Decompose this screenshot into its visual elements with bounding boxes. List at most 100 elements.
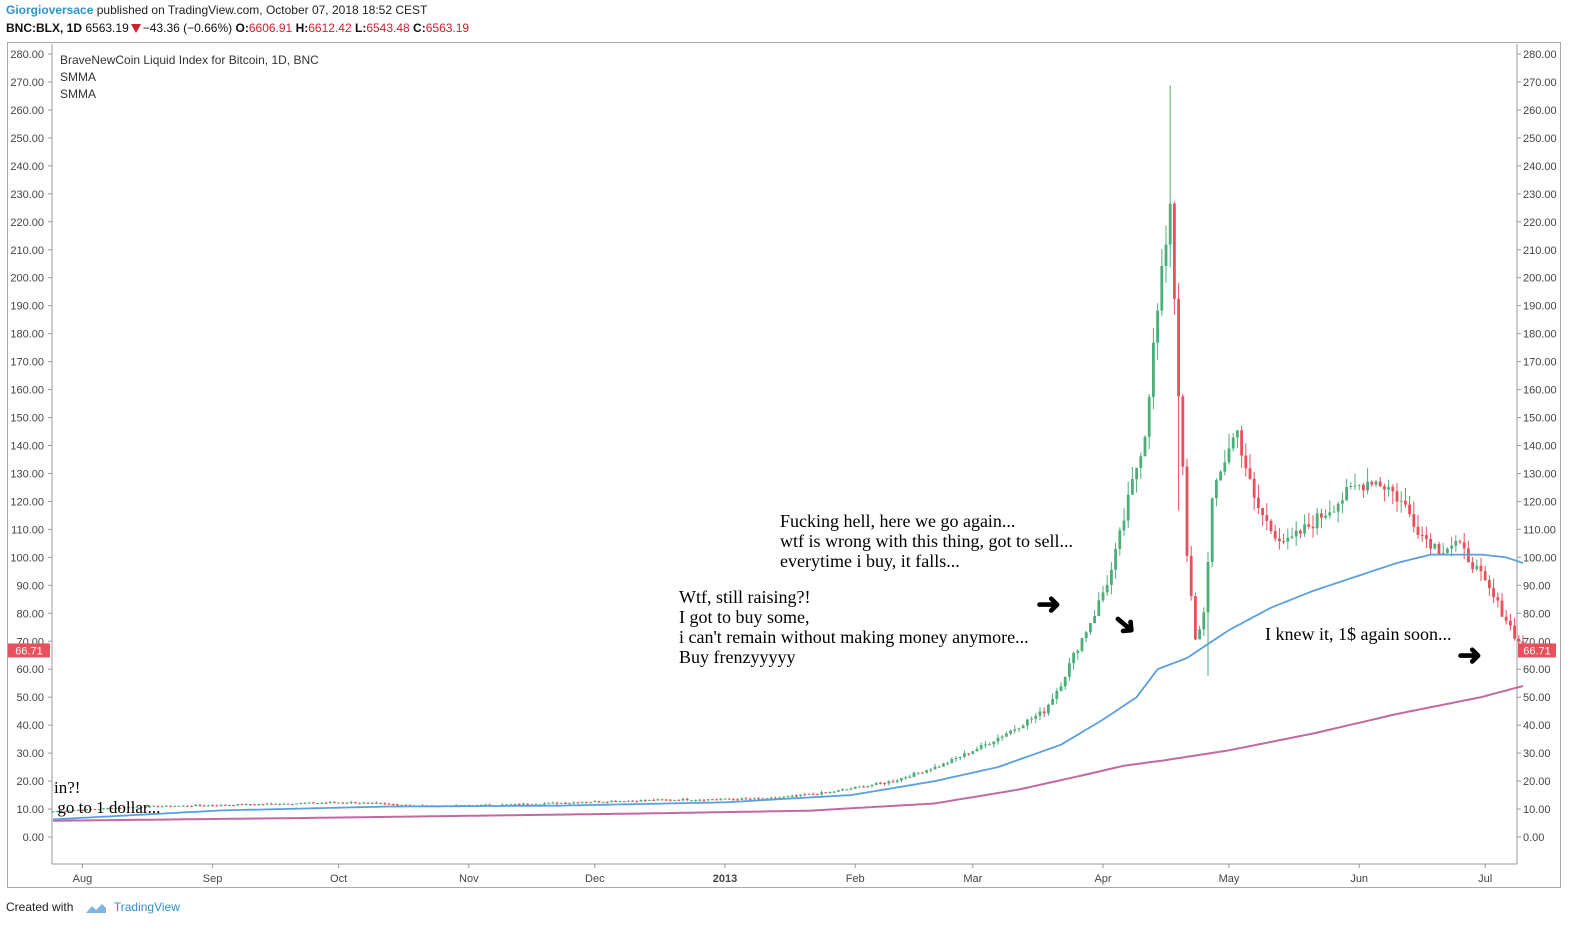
candle-body bbox=[1311, 526, 1315, 529]
candle bbox=[244, 803, 248, 806]
candle bbox=[597, 800, 601, 803]
candle bbox=[307, 802, 311, 804]
candle bbox=[1471, 556, 1474, 574]
candle bbox=[1353, 473, 1357, 490]
y-tick-label-left: 280.00 bbox=[10, 49, 44, 61]
candle-body bbox=[207, 805, 210, 807]
candle-body bbox=[1118, 530, 1122, 549]
candle-body bbox=[186, 805, 189, 807]
close-value: 6563.19 bbox=[425, 21, 470, 35]
candle bbox=[1278, 528, 1281, 550]
candle bbox=[790, 794, 794, 798]
candle bbox=[1026, 718, 1029, 730]
moving-averages bbox=[52, 553, 1524, 822]
candle bbox=[744, 797, 748, 800]
candle-body bbox=[156, 805, 160, 807]
candle bbox=[694, 799, 697, 802]
candle-body bbox=[811, 793, 815, 795]
candle bbox=[883, 782, 886, 786]
candle-body bbox=[597, 801, 601, 803]
candle-body bbox=[664, 799, 668, 801]
candle-body bbox=[1097, 600, 1101, 616]
y-axis-right: 0.0010.0020.0030.0040.0050.0060.0070.008… bbox=[1517, 49, 1557, 844]
candle bbox=[370, 802, 374, 805]
candle-body bbox=[1210, 498, 1214, 562]
candle-body bbox=[1303, 524, 1306, 534]
candle bbox=[165, 805, 168, 807]
candle-body bbox=[375, 802, 378, 804]
candle-body bbox=[1504, 616, 1508, 621]
candle bbox=[118, 807, 122, 809]
candle-body bbox=[1034, 715, 1038, 719]
candle-body bbox=[685, 798, 689, 801]
candle bbox=[76, 809, 80, 811]
candle-body bbox=[1483, 571, 1487, 580]
candle bbox=[1076, 649, 1080, 660]
candle bbox=[879, 781, 882, 785]
y-tick-label-right: 160.00 bbox=[1523, 385, 1557, 397]
candle bbox=[1395, 483, 1399, 512]
candle-body bbox=[1030, 718, 1033, 720]
author-link[interactable]: Giorgioversace bbox=[6, 3, 94, 17]
y-tick-label-left: 100.00 bbox=[10, 552, 44, 564]
candle bbox=[1412, 501, 1416, 533]
candle bbox=[207, 804, 210, 807]
candle-body bbox=[379, 803, 382, 805]
candle bbox=[1404, 487, 1407, 508]
candle-body bbox=[333, 802, 336, 804]
close-label: C: bbox=[413, 21, 426, 35]
candle-body bbox=[1265, 515, 1269, 521]
annotation-frenzy: Wtf, still raising?! I got to buy some, … bbox=[679, 587, 1029, 667]
candle bbox=[816, 793, 819, 796]
candle-body bbox=[1383, 486, 1386, 490]
candle-body bbox=[832, 791, 836, 793]
candle-body bbox=[782, 796, 786, 798]
candle-body bbox=[1240, 430, 1243, 456]
candle-body bbox=[244, 803, 248, 806]
candle bbox=[858, 785, 861, 788]
candle-body bbox=[925, 770, 928, 773]
candle-body bbox=[879, 782, 882, 784]
candle-body bbox=[1341, 500, 1344, 504]
candle-body bbox=[1395, 491, 1399, 502]
candle bbox=[383, 802, 387, 806]
candle-body bbox=[1110, 569, 1113, 585]
tradingview-link[interactable]: TradingView bbox=[113, 900, 180, 914]
candle bbox=[639, 799, 643, 802]
candle bbox=[1240, 425, 1243, 468]
candle-body bbox=[1156, 310, 1159, 343]
candle bbox=[144, 806, 147, 809]
candle bbox=[1068, 657, 1071, 681]
candle-body bbox=[1189, 555, 1193, 597]
candle-body bbox=[299, 802, 303, 804]
candle-body bbox=[883, 782, 886, 784]
candle-body bbox=[303, 802, 307, 804]
candle bbox=[1357, 484, 1361, 491]
candle bbox=[782, 796, 786, 798]
candle-body bbox=[1063, 676, 1067, 687]
candle-body bbox=[484, 804, 487, 806]
candle-body bbox=[753, 798, 756, 800]
candle-body bbox=[1160, 266, 1164, 311]
candle-body bbox=[1496, 597, 1500, 601]
candle bbox=[123, 806, 126, 809]
candle bbox=[1315, 508, 1319, 535]
candle bbox=[732, 798, 735, 801]
y-tick-label-right: 20.00 bbox=[1523, 776, 1551, 788]
annotation-hell: Fucking hell, here we go again... wtf is… bbox=[780, 511, 1074, 571]
candle-body bbox=[841, 789, 844, 791]
candle-body bbox=[837, 790, 840, 792]
candle bbox=[753, 797, 756, 800]
candle bbox=[1324, 509, 1327, 520]
candle bbox=[891, 779, 895, 783]
candle bbox=[627, 800, 630, 802]
candle bbox=[1378, 476, 1382, 488]
candle bbox=[1366, 467, 1369, 495]
candle-body bbox=[391, 804, 395, 806]
candle-body bbox=[1080, 638, 1084, 651]
candle-body bbox=[874, 782, 878, 785]
candle bbox=[1160, 248, 1164, 317]
candle bbox=[979, 742, 983, 751]
candle-body bbox=[102, 808, 105, 810]
